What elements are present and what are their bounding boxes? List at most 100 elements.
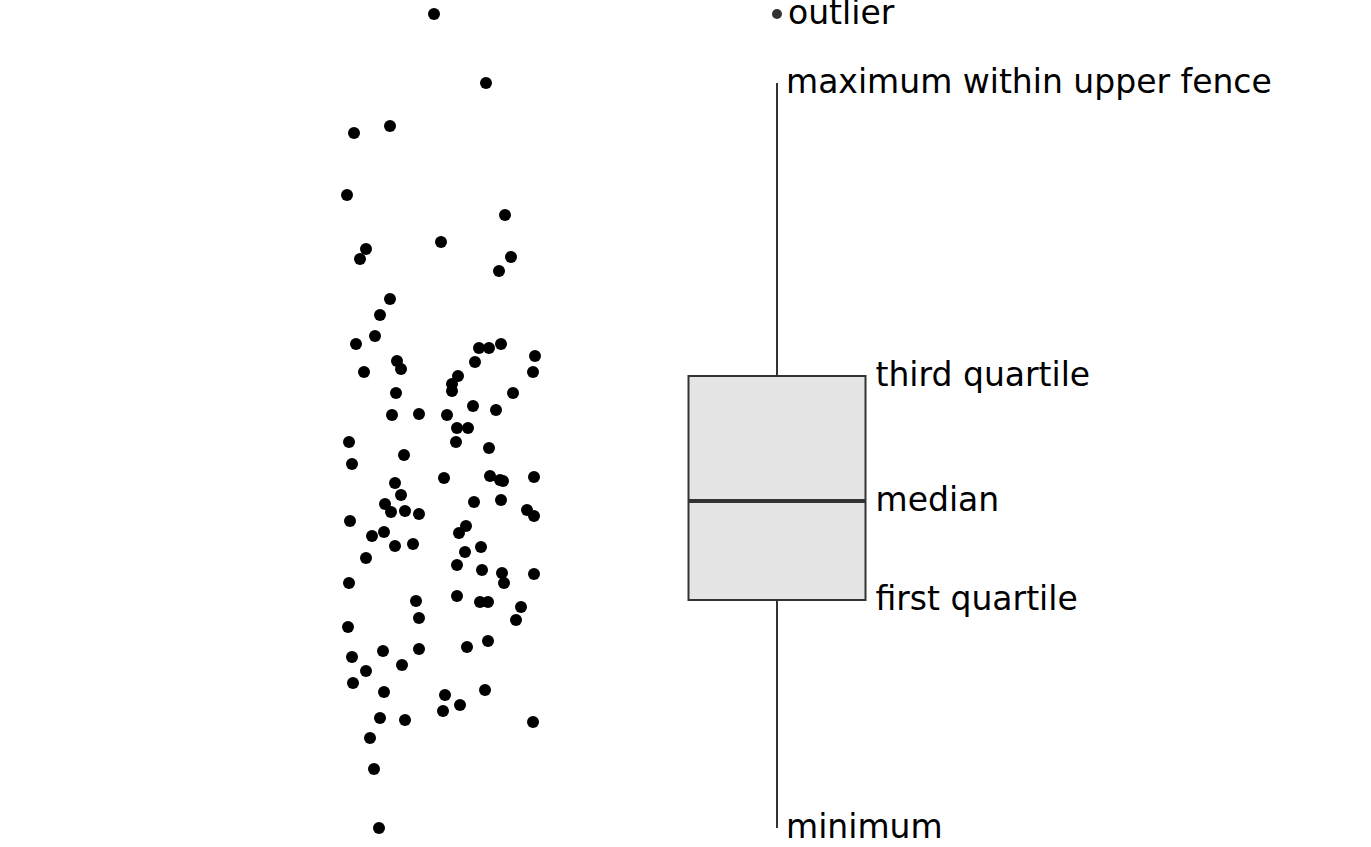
point xyxy=(368,763,380,775)
point xyxy=(527,366,539,378)
point xyxy=(450,436,462,448)
point xyxy=(510,614,522,626)
point xyxy=(498,577,510,589)
point xyxy=(343,436,355,448)
point xyxy=(413,643,425,655)
point xyxy=(348,127,360,139)
annotations: outlier maximum within upper fence third q… xyxy=(786,0,1272,846)
point xyxy=(451,559,463,571)
point xyxy=(482,596,494,608)
point xyxy=(451,422,463,434)
annotation: maximum within upper fence xyxy=(786,62,1272,101)
point xyxy=(505,251,517,263)
point xyxy=(439,689,451,701)
point xyxy=(462,422,474,434)
point xyxy=(483,442,495,454)
annotation: minimum xyxy=(786,807,943,846)
point xyxy=(395,363,407,375)
point xyxy=(437,705,449,717)
point xyxy=(527,716,539,728)
point xyxy=(490,404,502,416)
point xyxy=(468,496,480,508)
annotation: outlier xyxy=(788,0,895,32)
point xyxy=(482,635,494,647)
point xyxy=(386,409,398,421)
point xyxy=(364,732,376,744)
point xyxy=(454,699,466,711)
point xyxy=(453,527,465,539)
point xyxy=(344,515,356,527)
point xyxy=(476,564,488,576)
point xyxy=(438,472,450,484)
point xyxy=(346,651,358,663)
box-plot xyxy=(689,9,866,828)
point xyxy=(399,505,411,517)
point xyxy=(389,540,401,552)
point xyxy=(446,385,458,397)
point xyxy=(358,366,370,378)
point xyxy=(374,712,386,724)
point xyxy=(479,684,491,696)
point xyxy=(496,567,508,579)
point xyxy=(499,209,511,221)
point xyxy=(459,546,471,558)
point xyxy=(384,120,396,132)
point xyxy=(529,350,541,362)
point xyxy=(378,686,390,698)
points xyxy=(341,8,541,834)
point xyxy=(410,595,422,607)
point xyxy=(495,494,507,506)
median-line xyxy=(689,499,866,503)
point xyxy=(497,475,509,487)
plot-area xyxy=(341,8,866,834)
annotation: first quartile xyxy=(876,579,1078,618)
point xyxy=(389,477,401,489)
point xyxy=(413,612,425,624)
point xyxy=(374,309,386,321)
point xyxy=(528,471,540,483)
point xyxy=(360,665,372,677)
annotation: median xyxy=(876,480,1000,519)
point xyxy=(341,189,353,201)
point xyxy=(360,243,372,255)
point xyxy=(366,530,378,542)
point xyxy=(373,822,385,834)
point xyxy=(407,538,419,550)
point xyxy=(495,338,507,350)
point xyxy=(360,552,372,564)
point xyxy=(343,577,355,589)
point xyxy=(396,659,408,671)
point xyxy=(480,77,492,89)
point xyxy=(475,541,487,553)
point xyxy=(507,387,519,399)
upper-whisker xyxy=(776,83,778,376)
box xyxy=(689,376,866,600)
point xyxy=(413,508,425,520)
point xyxy=(435,236,447,248)
point xyxy=(428,8,440,20)
annotation: third quartile xyxy=(876,355,1091,394)
point xyxy=(528,510,540,522)
outlier xyxy=(772,9,782,19)
point xyxy=(469,356,481,368)
point xyxy=(399,714,411,726)
point xyxy=(493,265,505,277)
point xyxy=(483,342,495,354)
chart: outlier maximum within upper fence third q… xyxy=(0,0,1371,847)
point xyxy=(342,621,354,633)
point xyxy=(451,590,463,602)
point xyxy=(385,506,397,518)
point xyxy=(395,489,407,501)
point xyxy=(378,526,390,538)
point xyxy=(461,641,473,653)
point xyxy=(347,677,359,689)
point xyxy=(515,601,527,613)
point xyxy=(354,253,366,265)
point xyxy=(377,645,389,657)
point xyxy=(441,409,453,421)
point xyxy=(369,330,381,342)
point xyxy=(413,408,425,420)
point xyxy=(384,293,396,305)
point xyxy=(350,338,362,350)
point xyxy=(346,458,358,470)
